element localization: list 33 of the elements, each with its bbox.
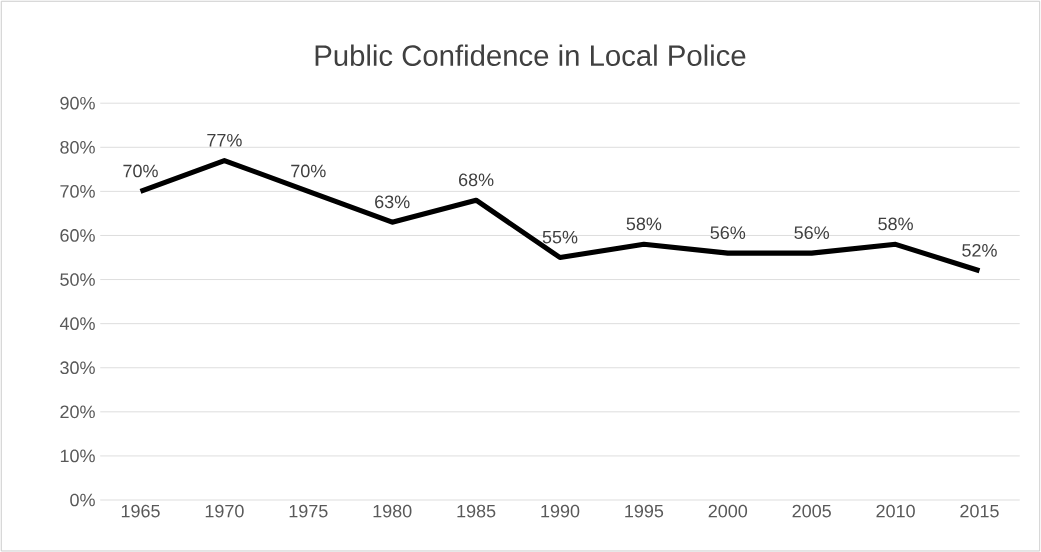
y-tick-label: 20% <box>60 405 95 419</box>
x-tick-label: 1975 <box>289 504 328 518</box>
data-label: 56% <box>710 226 746 239</box>
x-tick-label: 2010 <box>876 504 915 518</box>
x-tick-label: 1995 <box>625 504 664 518</box>
data-label: 70% <box>291 164 326 178</box>
data-label: 77% <box>207 133 242 147</box>
y-tick-label: 0% <box>70 493 95 507</box>
y-tick-label: 50% <box>60 273 95 286</box>
y-tick-label: 30% <box>60 361 95 374</box>
x-tick-label: 1980 <box>373 504 412 518</box>
data-label: 58% <box>878 217 913 231</box>
x-tick-label: 2005 <box>792 504 831 518</box>
x-tick-label: 2000 <box>708 504 748 518</box>
x-tick-label: 1985 <box>457 504 496 518</box>
data-label: 55% <box>542 230 578 244</box>
y-tick-label: 60% <box>60 229 95 242</box>
y-tick-label: 40% <box>59 317 95 330</box>
y-tick-label: 10% <box>60 449 95 463</box>
data-label: 63% <box>375 195 410 209</box>
data-label: 56% <box>794 226 830 239</box>
y-tick-label: 90% <box>60 96 95 110</box>
data-label: 58% <box>626 217 662 231</box>
chart-title: Public Confidence in Local Police <box>315 44 746 66</box>
x-tick-label: 1965 <box>121 504 160 518</box>
y-tick-label: 80% <box>60 140 95 154</box>
x-tick-label: 1970 <box>205 504 244 518</box>
y-tick-label: 70% <box>60 184 95 198</box>
data-label: 70% <box>123 164 158 178</box>
x-tick-label: 2015 <box>960 504 999 518</box>
x-tick-label: 1990 <box>541 504 580 518</box>
data-label: 68% <box>459 173 494 187</box>
data-label: 52% <box>962 243 997 257</box>
